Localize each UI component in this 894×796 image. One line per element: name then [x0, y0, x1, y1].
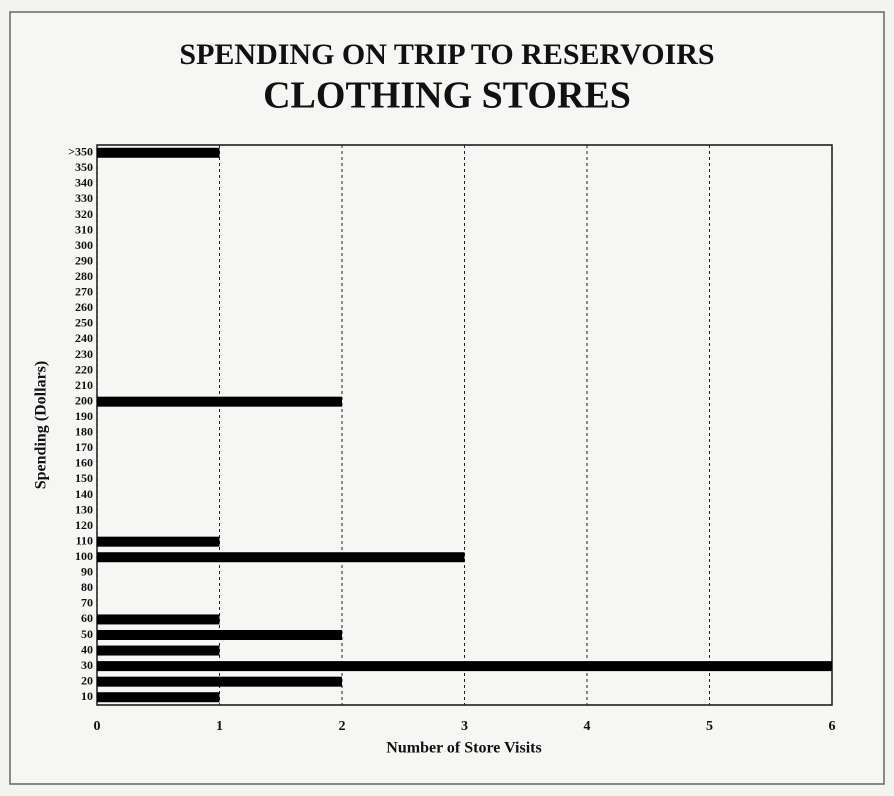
y-tick-label: 180: [75, 425, 93, 439]
bar: [97, 630, 342, 640]
y-tick-label: 140: [75, 487, 93, 501]
chart-subtitle: CLOTHING STORES: [263, 75, 631, 117]
y-tick-label: 20: [81, 673, 93, 687]
y-tick-label: 230: [75, 347, 93, 361]
y-tick-label: 200: [75, 393, 93, 407]
x-tick-label: 0: [94, 719, 101, 734]
y-tick-label: 290: [75, 253, 93, 267]
x-tick-label: 6: [829, 719, 836, 734]
y-tick-label: 60: [81, 611, 93, 625]
bar: [97, 692, 220, 703]
y-tick-label: 190: [75, 409, 93, 423]
y-tick-label: 80: [81, 580, 93, 594]
bar: [97, 552, 465, 563]
y-tick-label: 350: [75, 160, 93, 174]
bar: [97, 645, 220, 656]
y-tick-label: 270: [75, 285, 93, 299]
y-tick-label: 260: [75, 300, 93, 314]
y-tick-label: 240: [75, 331, 93, 345]
y-tick-label: 30: [81, 658, 93, 672]
y-tick-label: 310: [75, 222, 93, 236]
y-tick-label: 320: [75, 207, 93, 221]
y-tick-label: 150: [75, 471, 93, 485]
y-tick-label: 170: [75, 440, 93, 454]
y-tick-label: 40: [81, 642, 93, 656]
y-tick-label: 160: [75, 456, 93, 470]
bar: [97, 396, 342, 407]
y-tick-label: 130: [75, 502, 93, 516]
y-tick-label: 120: [75, 518, 93, 532]
y-tick-label: 90: [81, 565, 93, 579]
y-tick-label: 300: [75, 238, 93, 252]
y-tick-label: 110: [76, 533, 93, 547]
y-tick-label: 70: [81, 596, 93, 610]
y-tick-label: >350: [68, 145, 93, 159]
x-tick-label: 1: [216, 719, 223, 734]
bar: [97, 536, 220, 547]
y-tick-label: 330: [75, 191, 93, 205]
y-tick-label: 220: [75, 362, 93, 376]
y-tick-label: 10: [81, 689, 93, 703]
x-tick-label: 4: [584, 719, 591, 734]
x-tick-label: 3: [461, 719, 468, 734]
bar: [97, 147, 220, 158]
bar: [97, 676, 342, 687]
bar: [97, 661, 832, 672]
bar: [97, 614, 220, 625]
y-tick-label: 340: [75, 176, 93, 190]
y-axis-label: Spending (Dollars): [33, 361, 50, 489]
y-tick-label: 250: [75, 316, 93, 330]
y-tick-label: 210: [75, 378, 93, 392]
x-axis-label: Number of Store Visits: [386, 740, 541, 757]
y-tick-label: 280: [75, 269, 93, 283]
x-tick-label: 5: [706, 719, 713, 734]
y-tick-label: 100: [75, 549, 93, 563]
y-tick-label: 50: [81, 627, 93, 641]
chart-title: SPENDING ON TRIP TO RESERVOIRS: [179, 38, 714, 71]
x-tick-label: 2: [339, 719, 346, 734]
